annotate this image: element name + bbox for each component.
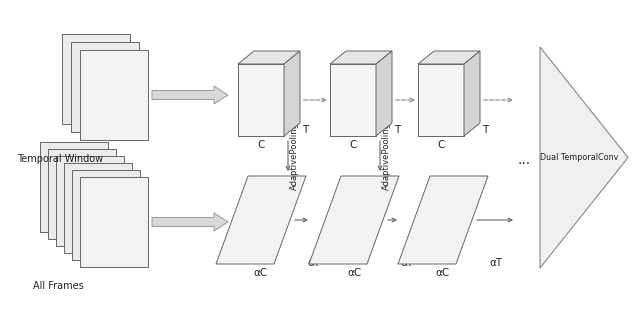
- Polygon shape: [309, 176, 399, 264]
- Text: αT: αT: [400, 258, 413, 268]
- Text: Dual TemporalConv: Dual TemporalConv: [540, 153, 619, 162]
- Text: C: C: [349, 140, 356, 150]
- Polygon shape: [48, 149, 116, 239]
- Text: C: C: [257, 140, 265, 150]
- Text: AdaptivePooling: AdaptivePooling: [290, 122, 299, 190]
- Polygon shape: [418, 64, 464, 136]
- Text: ...: ...: [517, 153, 531, 167]
- Polygon shape: [238, 51, 300, 64]
- Polygon shape: [284, 51, 300, 136]
- Polygon shape: [152, 86, 228, 104]
- Text: Temporal Window: Temporal Window: [17, 154, 103, 164]
- Text: αT: αT: [489, 258, 502, 268]
- Text: αT: αT: [307, 258, 320, 268]
- Polygon shape: [71, 42, 139, 132]
- Polygon shape: [330, 51, 392, 64]
- Polygon shape: [464, 51, 480, 136]
- Polygon shape: [418, 51, 480, 64]
- Text: T: T: [394, 125, 400, 135]
- Polygon shape: [72, 170, 140, 260]
- Polygon shape: [80, 177, 148, 267]
- Polygon shape: [398, 176, 488, 264]
- Text: T: T: [302, 125, 308, 135]
- Polygon shape: [40, 142, 108, 232]
- Polygon shape: [80, 50, 148, 140]
- Text: T: T: [482, 125, 488, 135]
- Text: αC: αC: [347, 268, 361, 278]
- Polygon shape: [62, 34, 130, 124]
- Polygon shape: [64, 163, 132, 253]
- Text: AdaptivePooling: AdaptivePooling: [382, 122, 391, 190]
- Text: C: C: [437, 140, 445, 150]
- Polygon shape: [238, 64, 284, 136]
- Polygon shape: [56, 156, 124, 246]
- Polygon shape: [376, 51, 392, 136]
- Polygon shape: [216, 176, 306, 264]
- Text: αC: αC: [254, 268, 268, 278]
- Polygon shape: [330, 64, 376, 136]
- Text: αC: αC: [436, 268, 450, 278]
- Text: All Frames: All Frames: [33, 281, 83, 291]
- Polygon shape: [152, 213, 228, 231]
- Polygon shape: [540, 47, 628, 268]
